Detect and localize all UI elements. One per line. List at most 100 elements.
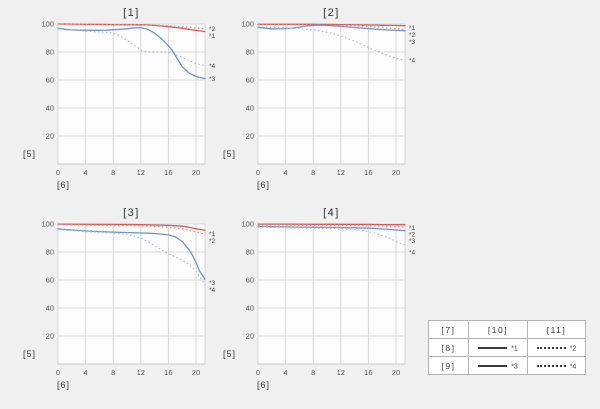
series-line-4 <box>57 28 206 67</box>
legend-cell-red-dotted: *2 <box>527 338 586 357</box>
x-tick-label: 0 <box>56 368 60 377</box>
x-tick-label: 16 <box>164 168 172 177</box>
blue-dotted-line-swatch <box>536 365 566 368</box>
series-end-label: *3 <box>409 39 416 46</box>
y-tick-label: 40 <box>46 304 54 313</box>
series-end-label: *1 <box>409 25 416 32</box>
x-tick-label: 4 <box>84 168 88 177</box>
gridlines <box>257 23 406 164</box>
x-tick-label: 20 <box>192 368 200 377</box>
plot-area <box>58 24 205 164</box>
y-axis-label: [5] <box>23 349 36 359</box>
series-line-4 <box>57 229 206 286</box>
x-tick-label: 12 <box>137 168 145 177</box>
y-tick-label: 100 <box>241 220 254 229</box>
legend-row-1-label: [8] <box>428 338 469 357</box>
y-tick-label: 40 <box>46 104 54 113</box>
series-end-label: *1 <box>209 33 216 40</box>
y-tick-label: 60 <box>246 76 254 85</box>
series-end-label: *2 <box>409 232 416 239</box>
series-line-3 <box>257 24 406 32</box>
y-tick-label: 40 <box>246 104 254 113</box>
y-tick-label: 60 <box>246 276 254 285</box>
x-tick-label: 20 <box>392 168 400 177</box>
y-tick-label: 40 <box>246 304 254 313</box>
plot-area <box>58 224 205 364</box>
y-tick-label: 60 <box>46 276 54 285</box>
series-end-label: *4 <box>209 287 216 294</box>
gridlines <box>57 23 206 164</box>
series-line-3 <box>57 228 206 280</box>
x-tick-label: 12 <box>137 368 145 377</box>
series-line-2 <box>257 224 406 228</box>
series-end-label: *3 <box>409 238 416 245</box>
red-solid-line-swatch <box>478 347 508 350</box>
chart-bottom-right: [4] 100 80 60 40 20 0 4 8 12 16 20 [5] [6] *1 *2 *3 *4 <box>220 202 433 404</box>
series-line-3 <box>57 26 206 80</box>
x-tick-label: 0 <box>56 168 60 177</box>
chart-top-left: [1] 100 80 60 40 20 0 4 8 12 16 20 [5] [6] *2 *1 *4 *3 <box>20 2 233 204</box>
chart-bottom-left: [3] 100 80 60 40 20 0 4 8 12 16 20 [5] [6] *1 *2 *3 *4 <box>20 202 233 404</box>
legend-table: [7] [10] [11] [8] *1 *2 [9] *3 *4 <box>428 320 586 375</box>
x-tick-label: 4 <box>284 168 288 177</box>
series-end-label: *1 <box>209 231 216 238</box>
legend-cell-red-solid: *1 <box>468 338 528 357</box>
y-tick-label: 20 <box>46 132 54 141</box>
legend-series-label: *4 <box>569 362 577 370</box>
series-end-label: *3 <box>209 280 216 287</box>
chart-svg: [1] 100 80 60 40 20 0 4 8 12 16 20 [5] [6] *2*1 *4 *3 <box>23 7 216 190</box>
y-axis-label: [5] <box>223 149 236 159</box>
mtf-chart-panel: [1] 100 80 60 40 20 0 4 8 12 16 20 [5] [6] *2 *1 *4 *3 [2… <box>20 2 586 390</box>
x-tick-label: 12 <box>337 168 345 177</box>
plot-area <box>258 24 405 164</box>
x-tick-label: 20 <box>392 368 400 377</box>
series-end-label: *4 <box>409 57 416 64</box>
x-tick-label: 8 <box>311 168 315 177</box>
x-tick-label: 20 <box>192 168 200 177</box>
red-dotted-line-swatch <box>536 347 566 350</box>
x-tick-label: 12 <box>337 368 345 377</box>
y-axis-label: [5] <box>223 349 236 359</box>
x-tick-label: 4 <box>284 368 288 377</box>
series-end-label: *4 <box>409 250 416 257</box>
y-tick-label: 20 <box>246 132 254 141</box>
gridlines <box>57 223 206 364</box>
x-tick-label: 16 <box>164 368 172 377</box>
x-axis-label: [6] <box>57 180 70 190</box>
y-tick-label: 80 <box>246 248 254 257</box>
series-end-label: *4 <box>209 63 216 70</box>
legend-header-row: [7] [10] [11] <box>428 320 586 339</box>
series-end-label: *1 <box>409 225 416 232</box>
y-tick-label: 100 <box>241 20 254 29</box>
series-line-4 <box>257 226 406 246</box>
chart-top-right: [2] 100 80 60 40 20 0 4 8 12 16 20 [5] [6] *1 *2 *3 *4 <box>220 2 433 204</box>
y-tick-label: 80 <box>246 48 254 57</box>
blue-solid-line-swatch <box>478 365 508 368</box>
legend-header-cell-3: [11] <box>527 320 586 339</box>
legend-header-cell-2: [10] <box>468 320 528 339</box>
series-end-label: *2 <box>209 238 216 245</box>
legend-row-1: [8] *1 *2 <box>428 338 586 357</box>
x-tick-label: 0 <box>256 168 260 177</box>
y-tick-label: 80 <box>46 48 54 57</box>
y-axis-label: [5] <box>23 149 36 159</box>
x-tick-label: 0 <box>256 368 260 377</box>
series-line-3 <box>257 225 406 232</box>
x-tick-label: 16 <box>364 368 372 377</box>
chart-title: [2] <box>323 7 340 19</box>
series-line-1 <box>57 223 206 232</box>
legend-series-label: *3 <box>511 362 518 370</box>
x-tick-label: 8 <box>111 368 115 377</box>
legend-series-label: *1 <box>511 344 518 352</box>
x-tick-label: 8 <box>111 168 115 177</box>
chart-title: [3] <box>123 207 140 219</box>
series-line-2 <box>57 23 206 30</box>
y-tick-label: 100 <box>41 20 54 29</box>
x-tick-label: 16 <box>364 168 372 177</box>
y-tick-label: 20 <box>46 332 54 341</box>
chart-title: [1] <box>123 7 140 19</box>
legend-cell-blue-solid: *3 <box>468 356 528 375</box>
series-end-label: *3 <box>209 76 216 83</box>
x-axis-label: [6] <box>257 180 270 190</box>
legend-cell-blue-dotted: *4 <box>527 356 586 375</box>
